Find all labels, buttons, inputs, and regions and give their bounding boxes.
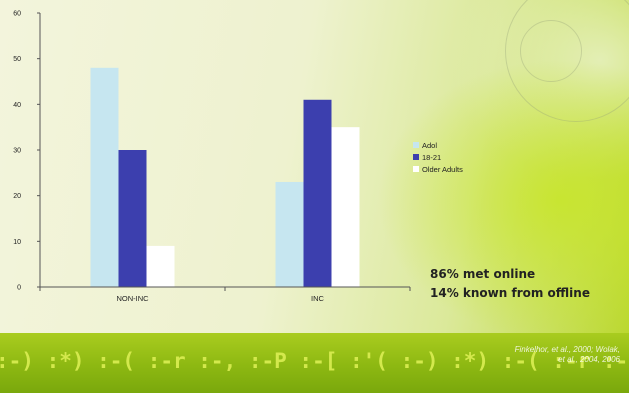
note: 86% met online 14% known from offline [430,265,620,303]
citation-line-2: et al., 2004, 2006 [558,355,620,364]
x-axis: NON-INC INC [39,286,411,303]
y-tick-label: 50 [13,56,21,63]
y-axis: 0 10 20 30 40 50 60 [13,11,41,292]
y-tick-label: 20 [13,193,21,200]
citation-line-1: Finkelhor, et al., 2000; Wolak, [514,345,620,354]
x-category-label: NON-INC [116,294,149,303]
emoticon-background-text: :-) :*) :-( :-r :-, :-P :-[ :'( :-) :*) … [0,349,629,373]
legend-label: 18-21 [422,153,441,162]
bar-adol-non-inc [90,67,119,287]
legend-swatch [413,142,419,148]
bar-18-21-inc [303,99,332,288]
bar-older-adults-non-inc [146,245,175,287]
y-tick-label: 30 [13,148,21,155]
legend-label: Adol [422,141,437,150]
y-tick-label: 0 [17,285,21,292]
y-tick-label: 40 [13,102,21,109]
bars [90,67,360,288]
legend: Adol 18-21 Older Adults [413,141,463,174]
bottom-band [0,333,629,393]
legend-swatch [413,166,419,172]
y-tick-label: 60 [13,11,21,18]
note-line-online: 86% met online [430,267,536,281]
y-tick-label: 10 [13,239,21,246]
bar-18-21-non-inc [118,150,147,287]
decorative-circle [520,20,582,82]
note-line-offline: 14% known from offline [430,286,590,300]
decorative-circle [505,0,629,122]
legend-swatch [413,154,419,160]
bar-older-adults-inc [331,127,360,288]
citation: Finkelhor, et al., 2000; Wolak, et al., … [470,345,620,365]
legend-label: Older Adults [422,165,463,174]
bar-adol-inc [275,181,304,287]
x-category-label: INC [311,294,325,303]
